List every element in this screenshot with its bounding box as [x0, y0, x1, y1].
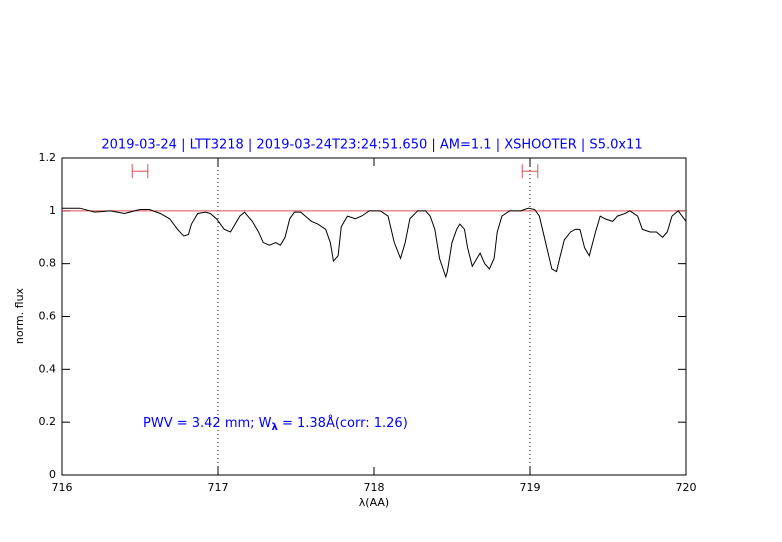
y-tick-label: 0.4: [39, 362, 57, 375]
continuum-range: [521, 164, 539, 179]
annotation-subscript: λ: [272, 422, 279, 433]
annotation-part: = 1.38Å(corr: 1.26): [278, 415, 408, 431]
continuum-range: [131, 164, 149, 179]
x-tick-label: 718: [364, 481, 385, 494]
spectrum-line: [62, 207, 687, 279]
y-tick-label: 0.2: [39, 415, 57, 428]
y-tick-label: 1.2: [39, 151, 57, 164]
y-axis-label: norm. flux: [13, 287, 26, 344]
x-tick-label: 720: [676, 481, 697, 494]
y-tick-label: 1: [49, 204, 56, 217]
y-tick-label: 0.8: [39, 257, 57, 270]
x-tick-label: 719: [520, 481, 541, 494]
chart-title: 2019-03-24 | LTT3218 | 2019-03-24T23:24:…: [101, 138, 642, 153]
x-axis-label: λ(AA): [359, 496, 389, 509]
y-tick-label: 0: [49, 468, 56, 481]
annotation-part: PWV = 3.42 mm; W: [143, 416, 272, 431]
x-tick-label: 717: [208, 481, 229, 494]
x-tick-label: 716: [52, 481, 73, 494]
y-tick-label: 0.6: [39, 310, 57, 323]
annotation: PWV = 3.42 mm; Wλ = 1.38Å(corr: 1.26): [143, 415, 408, 434]
